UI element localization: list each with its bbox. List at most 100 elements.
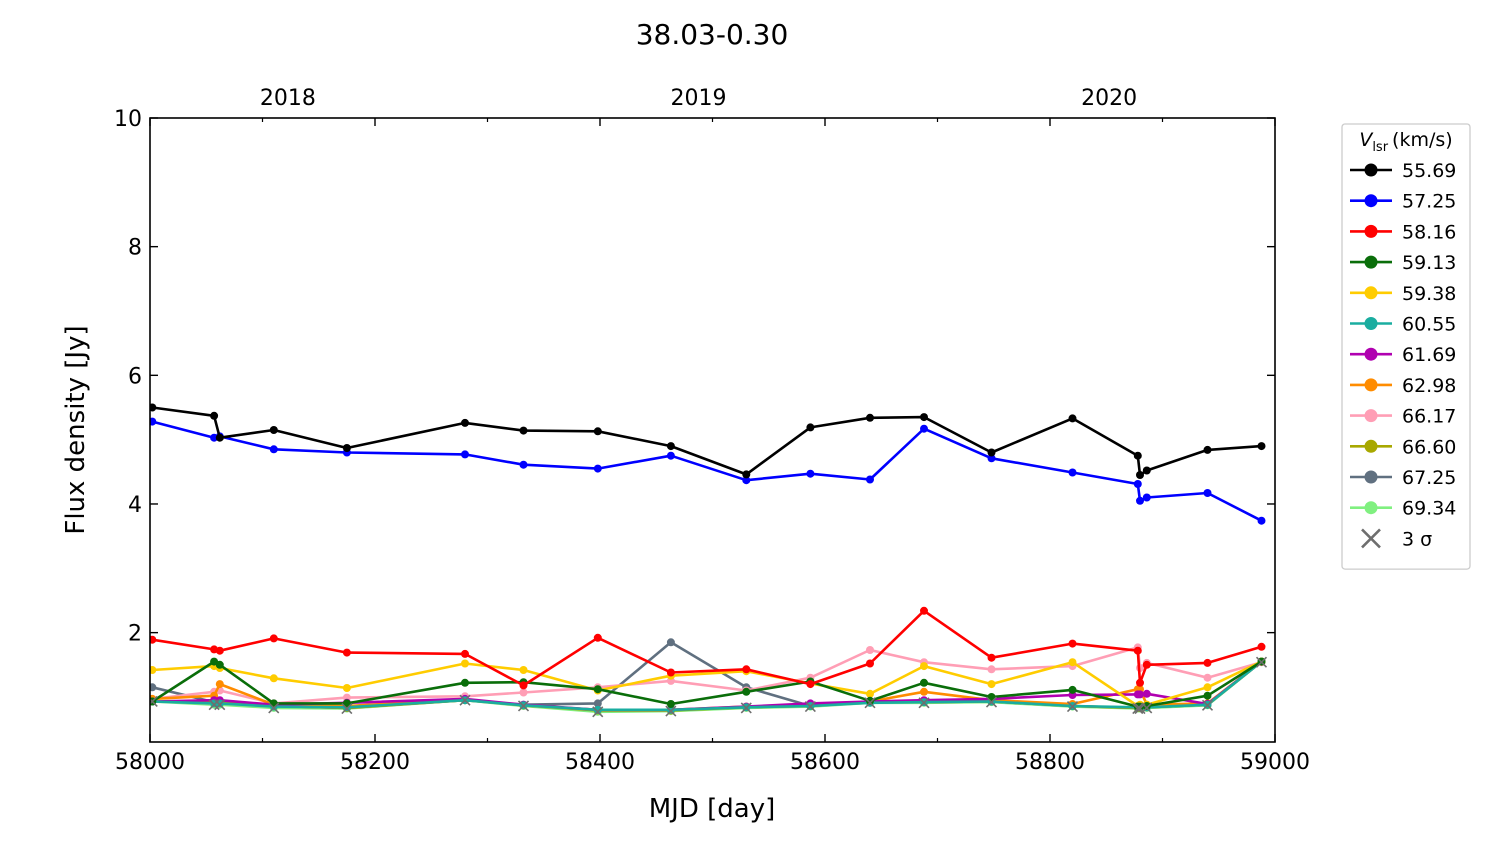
data-point xyxy=(215,646,224,655)
data-point xyxy=(920,413,928,422)
data-point xyxy=(593,699,602,708)
data-point xyxy=(210,411,219,420)
data-point xyxy=(342,444,351,452)
legend-label: 67.25 xyxy=(1402,467,1456,489)
data-point xyxy=(1136,678,1144,687)
data-point xyxy=(866,646,874,654)
data-point xyxy=(269,674,278,683)
legend-marker xyxy=(1364,347,1378,361)
data-point xyxy=(1136,471,1144,479)
data-point xyxy=(866,689,874,698)
data-point xyxy=(1257,442,1266,451)
chart-title: 38.03-0.30 xyxy=(636,18,789,51)
legend-label: 60.55 xyxy=(1402,314,1456,336)
data-point xyxy=(1257,516,1266,525)
data-point xyxy=(920,606,928,615)
data-point xyxy=(742,665,751,674)
limit-cross xyxy=(1201,699,1214,711)
legend-marker xyxy=(1364,255,1378,269)
data-point xyxy=(215,680,224,689)
limit-cross xyxy=(268,702,280,714)
legend-label-limit: 3 σ xyxy=(1402,528,1432,550)
series-55.69 xyxy=(150,403,1266,479)
y-tick-label: 4 xyxy=(128,493,142,518)
x-tick-label: 59000 xyxy=(1240,750,1310,775)
data-point xyxy=(1203,683,1212,692)
data-point xyxy=(1133,451,1142,460)
data-point xyxy=(1203,691,1212,700)
data-point xyxy=(866,475,874,484)
legend-title: Vlsr (km/s) xyxy=(1359,129,1452,155)
limit-cross xyxy=(1132,702,1144,715)
data-point xyxy=(1068,685,1077,694)
limit-cross xyxy=(459,694,471,706)
x-tick-label: 58600 xyxy=(790,750,860,775)
limit-cross xyxy=(214,699,226,711)
data-point xyxy=(215,433,224,442)
series-group xyxy=(150,403,1266,716)
legend-entry: 55.69 xyxy=(1350,160,1456,182)
data-point xyxy=(866,413,874,422)
legend-label: 62.98 xyxy=(1402,375,1456,397)
data-point xyxy=(593,705,602,714)
limit-markers xyxy=(150,656,1268,718)
data-point xyxy=(593,464,602,473)
legend-marker xyxy=(1364,378,1378,392)
data-point xyxy=(666,442,675,451)
limit-cross xyxy=(1255,656,1268,668)
data-point xyxy=(461,659,469,668)
legend-label: 66.17 xyxy=(1402,406,1456,428)
series-line xyxy=(152,406,1262,477)
limit-cross xyxy=(1066,701,1079,713)
data-point xyxy=(342,684,351,692)
data-point xyxy=(1133,646,1142,655)
data-point xyxy=(666,668,675,677)
limit-cross xyxy=(864,697,876,709)
data-point xyxy=(806,423,815,432)
legend-entry: 59.13 xyxy=(1350,252,1456,274)
series-line xyxy=(152,609,1262,687)
legend-label: 66.60 xyxy=(1402,436,1456,458)
data-point xyxy=(1203,445,1212,454)
data-point xyxy=(1136,496,1144,505)
legend-marker xyxy=(1364,163,1378,177)
limit-cross xyxy=(341,702,353,715)
y-tick-label: 10 xyxy=(114,107,142,132)
axes: 58000 58200 58400 58600 58800 59000 2 4 6 8 10 2018… xyxy=(114,86,1310,775)
data-point xyxy=(920,424,928,433)
data-point xyxy=(987,665,996,674)
data-point xyxy=(519,666,528,674)
data-point xyxy=(742,687,751,696)
data-point xyxy=(150,417,157,426)
data-point xyxy=(519,426,528,435)
data-point xyxy=(269,426,278,434)
data-point xyxy=(1068,639,1077,648)
legend-label: 59.13 xyxy=(1402,252,1456,274)
data-point xyxy=(987,448,996,457)
data-point xyxy=(150,666,157,674)
y-tick-label: 8 xyxy=(128,236,142,261)
top-axis-label: 2020 xyxy=(1081,86,1137,111)
data-point xyxy=(866,659,874,668)
data-point xyxy=(519,681,528,690)
legend-entry: 59.38 xyxy=(1350,283,1456,305)
data-point xyxy=(1203,489,1212,497)
limit-cross xyxy=(985,696,998,708)
data-point xyxy=(742,476,751,485)
legend-marker xyxy=(1364,470,1378,484)
data-point xyxy=(1142,689,1151,698)
x-axis-label: MJD [day] xyxy=(649,794,776,824)
data-point xyxy=(920,678,928,687)
legend-label: 59.38 xyxy=(1402,283,1456,305)
limit-cross xyxy=(665,705,677,717)
data-point xyxy=(1257,642,1266,651)
data-point xyxy=(1142,660,1151,669)
legend-entry: 58.16 xyxy=(1350,221,1456,243)
legend-entry-limit: 3 σ xyxy=(1361,528,1432,550)
legend-limit-icon xyxy=(1361,528,1381,549)
limit-cross xyxy=(804,701,816,713)
legend-label: 69.34 xyxy=(1402,498,1456,520)
data-point xyxy=(666,451,675,460)
legend-label: 57.25 xyxy=(1402,191,1456,213)
data-point xyxy=(150,403,157,412)
